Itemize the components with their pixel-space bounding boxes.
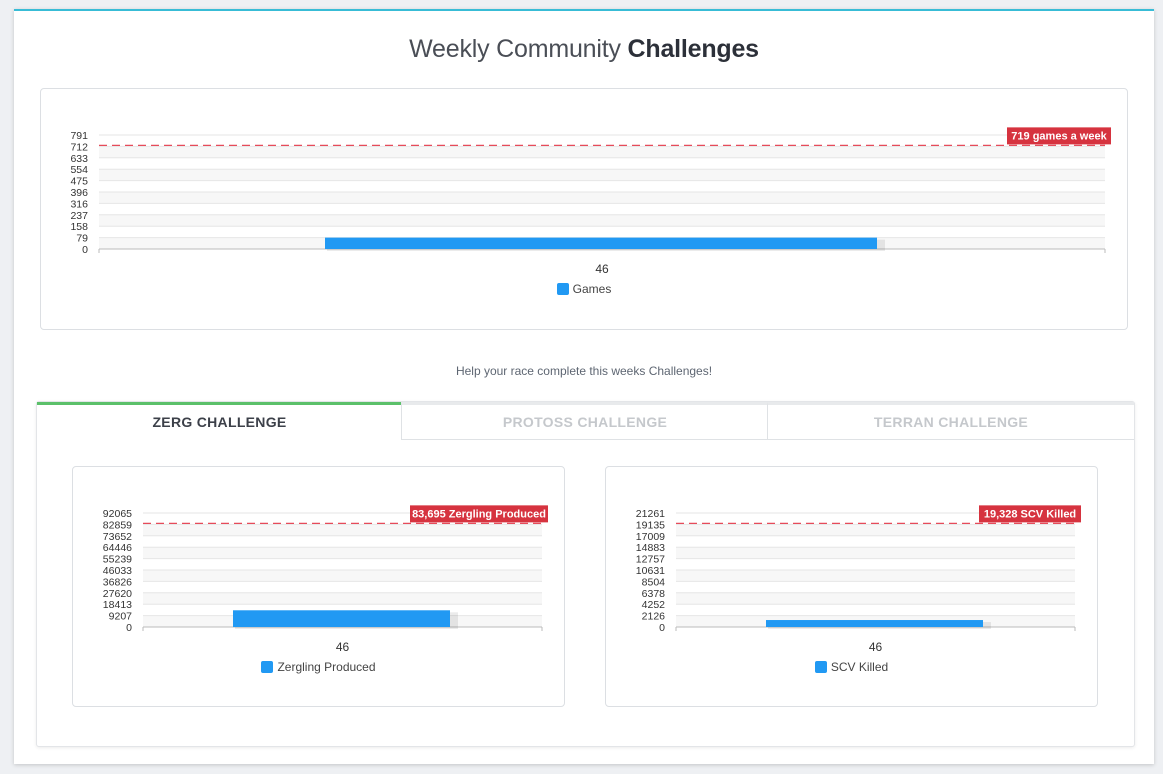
- y-tick-label: 0: [659, 622, 665, 634]
- y-tick-label: 12757: [636, 554, 665, 566]
- tab-protoss-challenge[interactable]: PROTOSS CHALLENGE: [401, 402, 768, 440]
- target-label: 719 games a week: [1011, 130, 1107, 142]
- race-challenge-tabs: ZERG CHALLENGE PROTOSS CHALLENGE TERRAN …: [36, 401, 1135, 747]
- y-tick-label: 17009: [636, 531, 665, 543]
- games-legend[interactable]: Games: [41, 282, 1127, 296]
- y-tick-label: 475: [70, 176, 88, 188]
- zergling-chart: 92065 82859 73652 64446 55239 46033 36826 27620…: [72, 466, 565, 707]
- tab-terran-challenge[interactable]: TERRAN CHALLENGE: [767, 402, 1134, 440]
- page-title-light: Weekly Community: [409, 35, 628, 63]
- target-label-bg: [410, 505, 548, 523]
- y-tick-label: 237: [70, 210, 88, 222]
- y-tick-label: 55239: [103, 554, 132, 566]
- scv-chart: 21261 19135 17009 14883 12757 10631 8504 6378 42…: [605, 466, 1098, 707]
- y-tick-label: 158: [70, 221, 88, 233]
- page-title-bold: Challenges: [627, 35, 760, 63]
- y-tick-label: 712: [70, 141, 88, 153]
- y-tick-label: 8504: [642, 576, 666, 588]
- target-label: 19,328 SCV Killed: [984, 508, 1076, 520]
- grid-band: [143, 570, 542, 582]
- y-tick-label: 82859: [103, 519, 132, 531]
- y-tick-label: 10631: [636, 565, 665, 577]
- y-tick-label: 36826: [103, 576, 132, 588]
- legend-label: SCV Killed: [830, 660, 889, 674]
- y-tick-label: 9207: [109, 611, 133, 623]
- grid-band: [676, 570, 1075, 582]
- legend-label: Games: [572, 282, 612, 296]
- zergling-legend[interactable]: Zergling Produced: [73, 660, 564, 674]
- grid-band: [99, 192, 1105, 204]
- page-title: Weekly Community Challenges: [14, 35, 1154, 64]
- grid-band: [99, 214, 1105, 227]
- bar: [233, 610, 450, 627]
- y-tick-label: 0: [126, 622, 132, 634]
- x-category-label: 46: [336, 640, 350, 654]
- y-tick-label: 73652: [103, 531, 132, 543]
- grid-band: [676, 592, 1075, 605]
- legend-swatch: [814, 661, 827, 673]
- bar: [325, 237, 877, 249]
- legend-label: Zergling Produced: [277, 660, 376, 674]
- legend-swatch: [261, 661, 274, 673]
- tab-zerg-challenge[interactable]: ZERG CHALLENGE: [37, 402, 402, 440]
- zergling-chart-svg: 9206582859736526444655239460333682627620…: [103, 505, 548, 654]
- challenges-card: Weekly Community Challenges 791 712 633 554…: [14, 9, 1154, 764]
- y-tick-label: 0: [82, 244, 88, 256]
- legend-swatch: [556, 283, 569, 295]
- y-tick-label: 46033: [103, 565, 132, 577]
- target-label: 83,695 Zergling Produced: [412, 508, 546, 520]
- grid-band: [676, 524, 1075, 536]
- y-tick-label: 6378: [642, 588, 666, 600]
- y-tick-label: 791: [70, 130, 88, 142]
- y-tick-label: 92065: [103, 508, 132, 520]
- y-tick-label: 18413: [103, 599, 132, 611]
- y-tick-label: 4252: [642, 599, 666, 611]
- y-tick-label: 316: [70, 198, 88, 210]
- y-tick-label: 79: [76, 233, 88, 245]
- y-tick-label: 2126: [642, 611, 666, 623]
- y-tick-label: 14883: [636, 542, 665, 554]
- x-category-label: 46: [869, 640, 883, 654]
- x-category-label: 46: [595, 262, 609, 276]
- grid-band: [99, 146, 1105, 158]
- help-text: Help your race complete this weeks Chall…: [455, 364, 713, 378]
- bar: [766, 620, 983, 627]
- games-chart: 791 712 633 554 475 396 316 237 158 79 0 46 719 game…: [40, 88, 1128, 330]
- grid-band: [99, 169, 1105, 181]
- y-tick-label: 633: [70, 153, 88, 165]
- grid-band: [676, 547, 1075, 559]
- scv-legend[interactable]: SCV Killed: [606, 660, 1097, 674]
- y-tick-label: 554: [70, 164, 88, 176]
- grid-band: [143, 592, 542, 605]
- y-tick-label: 64446: [103, 542, 132, 554]
- y-tick-label: 19135: [636, 519, 665, 531]
- target-label-bg: [1007, 127, 1111, 145]
- scv-chart-svg: 2126119135170091488312757106318504637842…: [636, 505, 1081, 654]
- y-tick-label: 27620: [103, 588, 132, 600]
- y-tick-label: 396: [70, 187, 88, 199]
- target-label-bg: [979, 505, 1081, 523]
- grid-band: [143, 547, 542, 559]
- y-tick-label: 21261: [636, 508, 665, 520]
- grid-band: [143, 524, 542, 536]
